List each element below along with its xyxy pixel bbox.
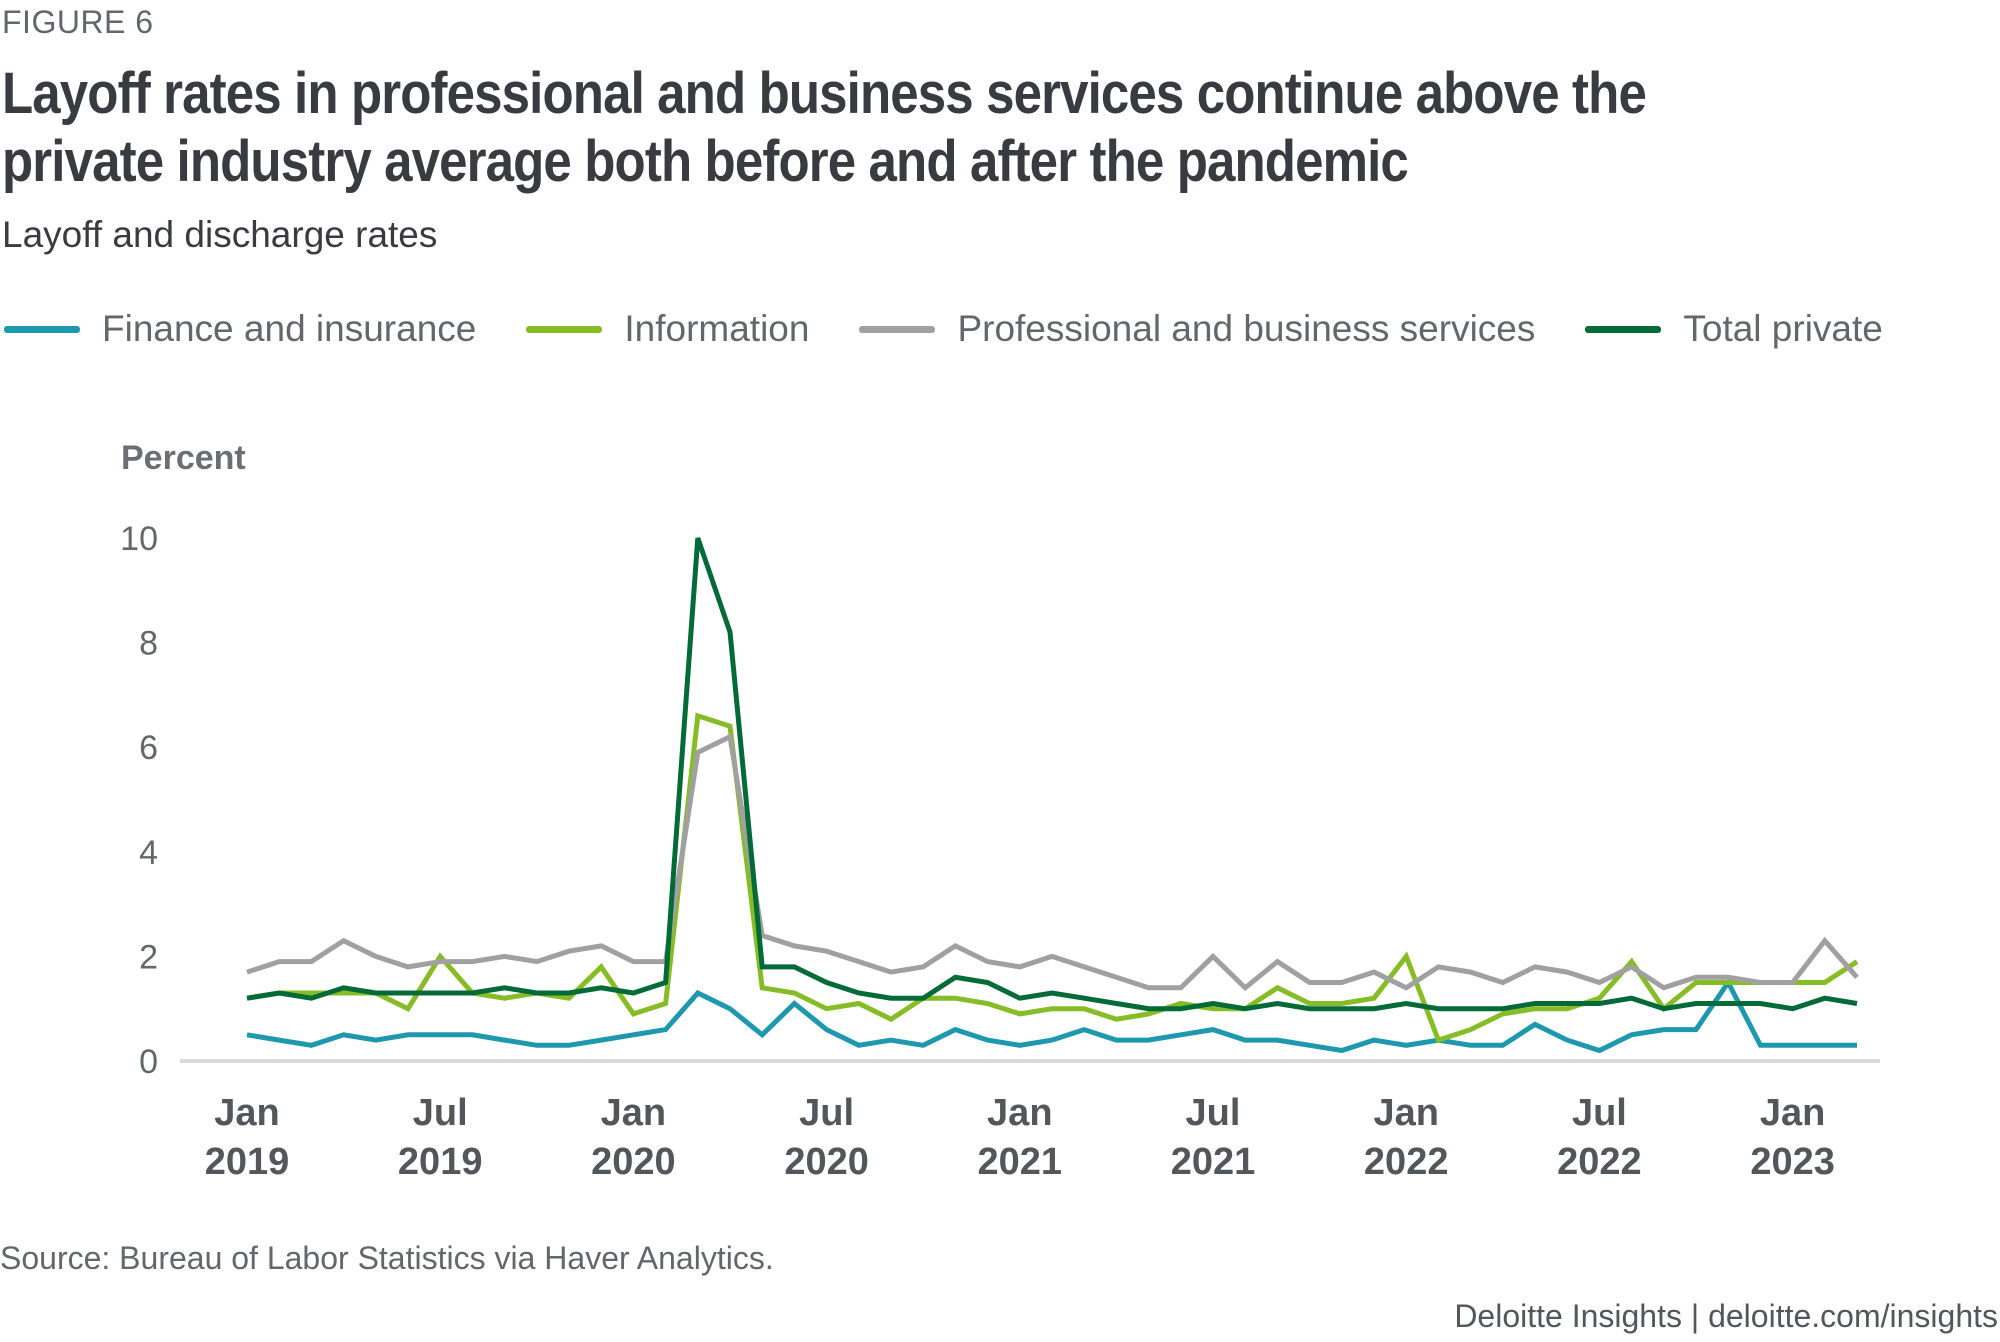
legend-item-total-private: Total private: [1585, 308, 1883, 350]
y-tick-label: 0: [139, 1043, 158, 1081]
series-line-finance-and-insurance: [246, 977, 1857, 1054]
x-tick-year-label: 2019: [205, 1141, 290, 1183]
brand-footer: Deloitte Insights | deloitte.com/insight…: [1454, 1298, 1998, 1334]
y-axis-ticks: 0 2 4 6 8 10: [120, 520, 158, 1081]
legend-item-professional: Professional and business services: [859, 308, 1535, 350]
y-tick-label: 8: [139, 625, 158, 663]
legend-label-total-private: Total private: [1683, 308, 1883, 349]
series-line-total-private: [246, 537, 1858, 1012]
x-tick-year-label: 2021: [978, 1141, 1063, 1183]
x-tick-year-label: 2021: [1171, 1141, 1256, 1183]
x-tick-year-label: 2022: [1557, 1141, 1642, 1183]
legend-label-finance: Finance and insurance: [102, 308, 477, 349]
x-tick-year-label: 2023: [1750, 1141, 1835, 1183]
legend: Finance and insurance Information Profes…: [4, 308, 1933, 350]
y-axis-title: Percent: [121, 439, 246, 477]
legend-swatch-finance: [4, 325, 80, 333]
x-tick-month-label: Jul: [1572, 1092, 1627, 1134]
y-tick-label: 10: [120, 520, 158, 558]
x-tick-month-label: Jan: [1760, 1092, 1825, 1134]
chart-subtitle: Layoff and discharge rates: [2, 214, 438, 255]
y-tick-label: 4: [139, 834, 158, 872]
legend-swatch-total-private: [1585, 325, 1662, 333]
legend-item-finance: Finance and insurance: [4, 308, 476, 350]
x-tick-month-label: Jan: [1373, 1092, 1438, 1134]
figure-label: FIGURE 6: [2, 4, 154, 40]
x-tick-month-label: Jan: [601, 1092, 666, 1134]
x-tick-month-label: Jul: [1186, 1092, 1241, 1134]
x-tick-month-label: Jan: [987, 1092, 1052, 1134]
source-note: Source: Bureau of Labor Statistics via H…: [0, 1240, 774, 1276]
x-tick-month-label: Jan: [214, 1092, 279, 1134]
y-tick-label: 2: [139, 938, 158, 976]
legend-swatch-information: [526, 325, 603, 333]
chart-title: Layoff rates in professional and busines…: [2, 61, 1647, 194]
series-line-professional-and-business-services: [246, 732, 1859, 992]
x-tick-month-label: Jul: [799, 1092, 854, 1134]
legend-label-professional: Professional and business services: [957, 308, 1536, 349]
x-tick-year-label: 2020: [591, 1141, 676, 1183]
x-axis-ticks: Jan 2019 Jul 2019 Jan 2020 Jul 2020 Jan 2021 Jul 20…: [205, 1092, 1835, 1183]
legend-item-information: Information: [526, 308, 809, 350]
x-tick-year-label: 2020: [784, 1141, 869, 1183]
x-tick-year-label: 2022: [1364, 1141, 1449, 1183]
legend-label-information: Information: [624, 308, 810, 349]
x-tick-year-label: 2019: [398, 1141, 483, 1183]
x-tick-month-label: Jul: [413, 1092, 468, 1134]
legend-swatch-professional: [859, 325, 936, 333]
y-tick-label: 6: [139, 729, 158, 767]
series-lines: [246, 537, 1859, 1054]
